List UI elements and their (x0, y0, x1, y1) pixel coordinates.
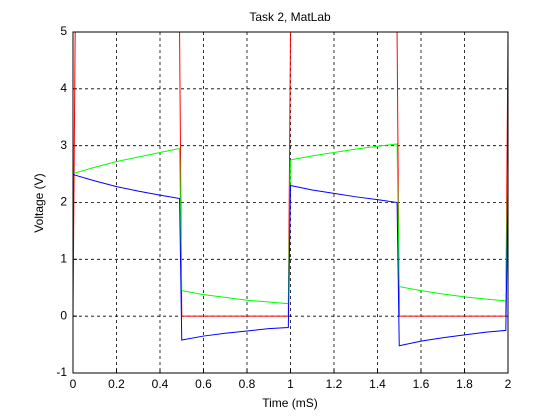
y-tick-label: 4 (60, 81, 67, 95)
chart-title: Task 2, MatLab (249, 10, 331, 24)
series-line (72, 173, 509, 347)
x-axis-label: Time (mS) (262, 396, 318, 410)
x-tick-label: 1.6 (413, 377, 430, 391)
x-tick-label: 1.2 (326, 377, 343, 391)
x-tick-label: 1 (287, 377, 294, 391)
y-axis-label: Voltage (V) (32, 173, 46, 232)
plot-frame (72, 31, 509, 374)
y-tick-label: 3 (60, 138, 67, 152)
x-tick-label: 0.4 (152, 377, 169, 391)
y-tick-label: 2 (60, 195, 67, 209)
x-tick-label: 1.4 (369, 377, 386, 391)
x-tick-label: 1.8 (456, 377, 473, 391)
y-tick-label: -1 (56, 365, 67, 379)
y-tick-label: 0 (60, 308, 67, 322)
x-tick-label: 2 (505, 377, 512, 391)
x-tick-label: 0.6 (195, 377, 212, 391)
x-tick-label: 0.8 (239, 377, 256, 391)
y-tick-label: 5 (60, 24, 67, 38)
x-tick-label: 0 (70, 377, 77, 391)
y-tick-label: 1 (60, 252, 67, 266)
x-tick-label: 0.2 (108, 377, 125, 391)
